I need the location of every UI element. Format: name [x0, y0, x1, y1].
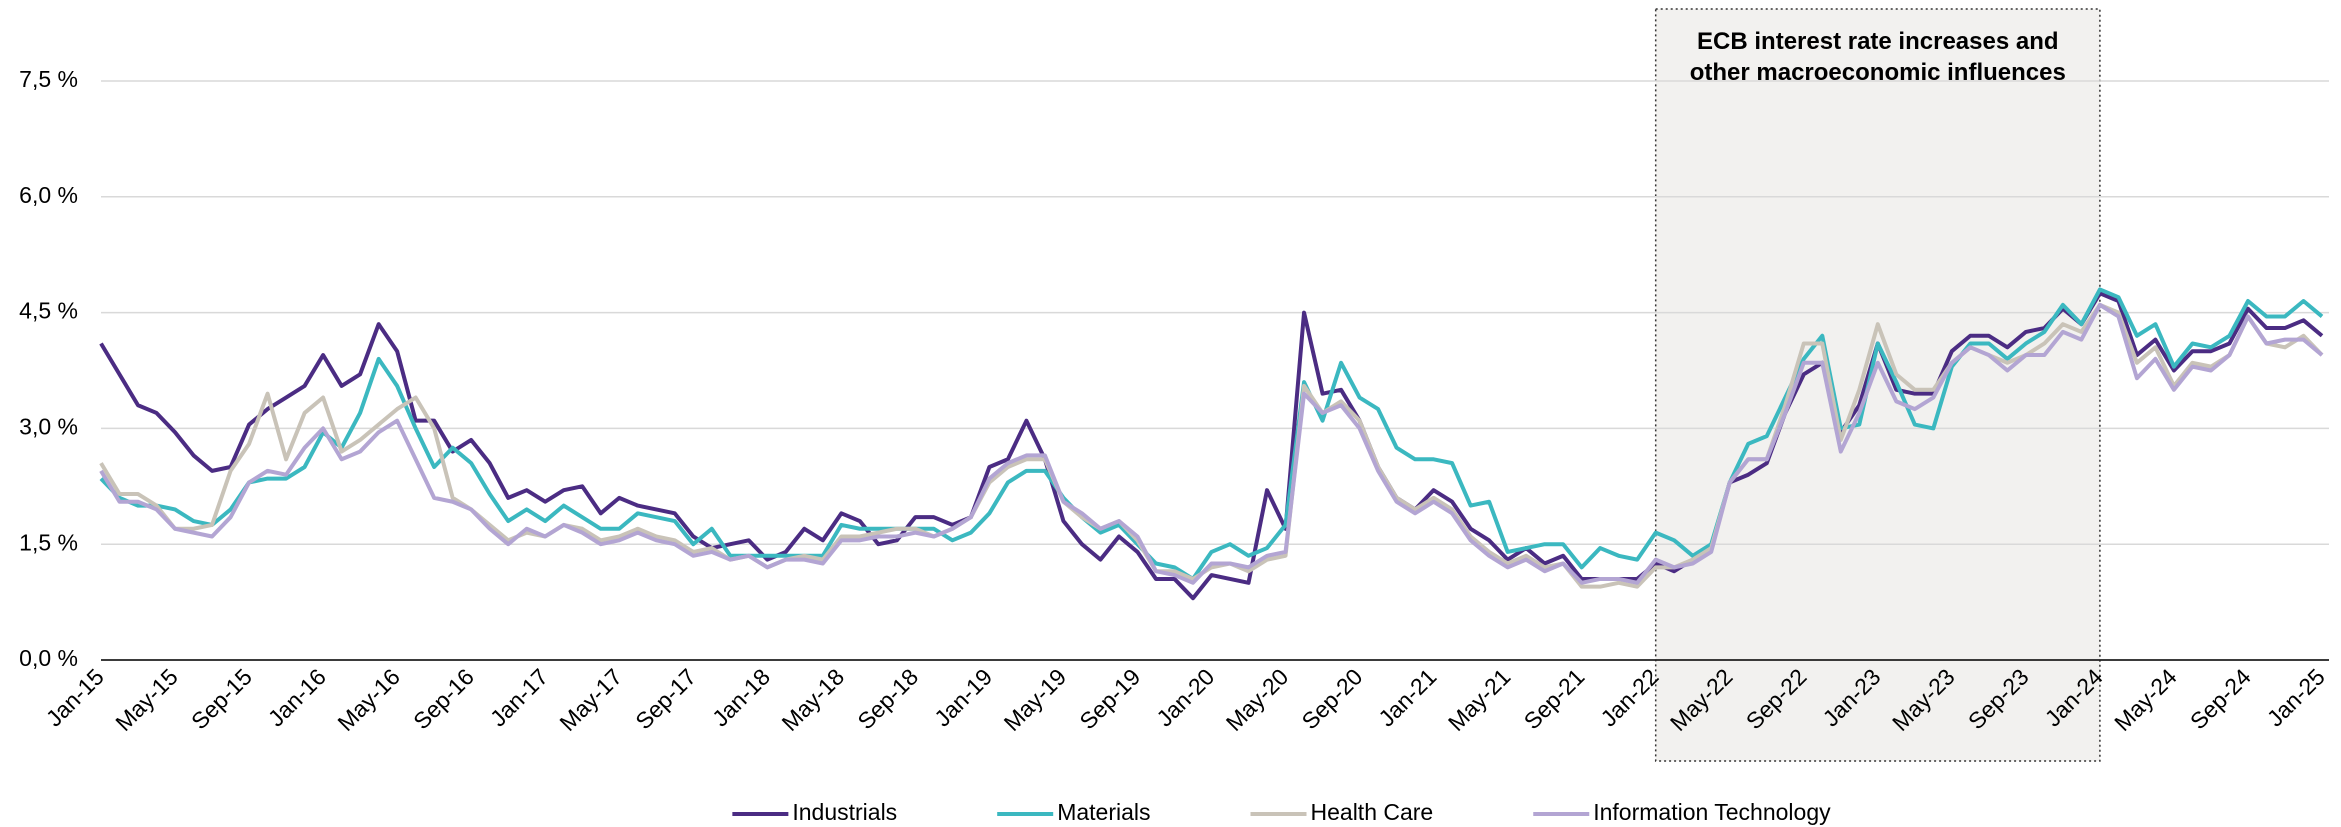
x-tick-label: Sep-16: [408, 663, 479, 734]
x-tick-label: Sep-17: [630, 663, 701, 734]
x-tick-label: Sep-19: [1074, 663, 1145, 734]
y-tick-label: 0,0 %: [19, 645, 78, 671]
y-tick-label: 6,0 %: [19, 182, 78, 208]
legend-label: Health Care: [1311, 799, 1434, 825]
y-tick-label: 3,0 %: [19, 413, 78, 439]
x-tick-label: Sep-24: [2185, 663, 2256, 734]
x-tick-label: May-19: [999, 663, 1072, 736]
series-line: [99, 291, 2324, 601]
x-tick-label: May-17: [554, 663, 627, 736]
annotation-text: ECB interest rate increases and other ma…: [1689, 28, 2066, 86]
x-tick-label: May-16: [332, 663, 405, 736]
x-tick-label: Jan-15: [41, 663, 109, 731]
annotation-band: [1654, 8, 2101, 762]
x-tick-label: May-15: [110, 663, 183, 736]
y-tick-label: 4,5 %: [19, 298, 78, 324]
legend-label: Information Technology: [1593, 799, 1831, 825]
x-tick-label: Jan-25: [2262, 663, 2330, 731]
x-tick-label: Jan-22: [1595, 663, 1663, 731]
x-tick-label: May-21: [1443, 663, 1516, 736]
x-tick-label: Jan-21: [1373, 663, 1441, 731]
y-tick-label: 1,5 %: [19, 529, 78, 555]
y-tick-label: 7,5 %: [19, 66, 78, 92]
x-tick-label: Sep-18: [852, 663, 923, 734]
x-tick-label: Sep-15: [186, 663, 257, 734]
x-tick-label: Jan-18: [707, 663, 775, 731]
x-tick-label: Jan-16: [263, 663, 331, 731]
series-line: [99, 302, 2324, 585]
x-tick-label: Sep-21: [1519, 663, 1590, 734]
legend-label: Materials: [1057, 799, 1150, 825]
x-tick-label: Sep-20: [1297, 663, 1368, 734]
x-tick-label: Jan-19: [929, 663, 997, 731]
x-tick-label: Jan-17: [485, 663, 553, 731]
x-tick-label: Jan-20: [1151, 663, 1219, 731]
x-tick-label: May-20: [1221, 663, 1294, 736]
x-tick-label: May-18: [777, 663, 850, 736]
legend-label: Industrials: [792, 799, 897, 825]
x-tick-label: May-24: [2109, 663, 2182, 736]
